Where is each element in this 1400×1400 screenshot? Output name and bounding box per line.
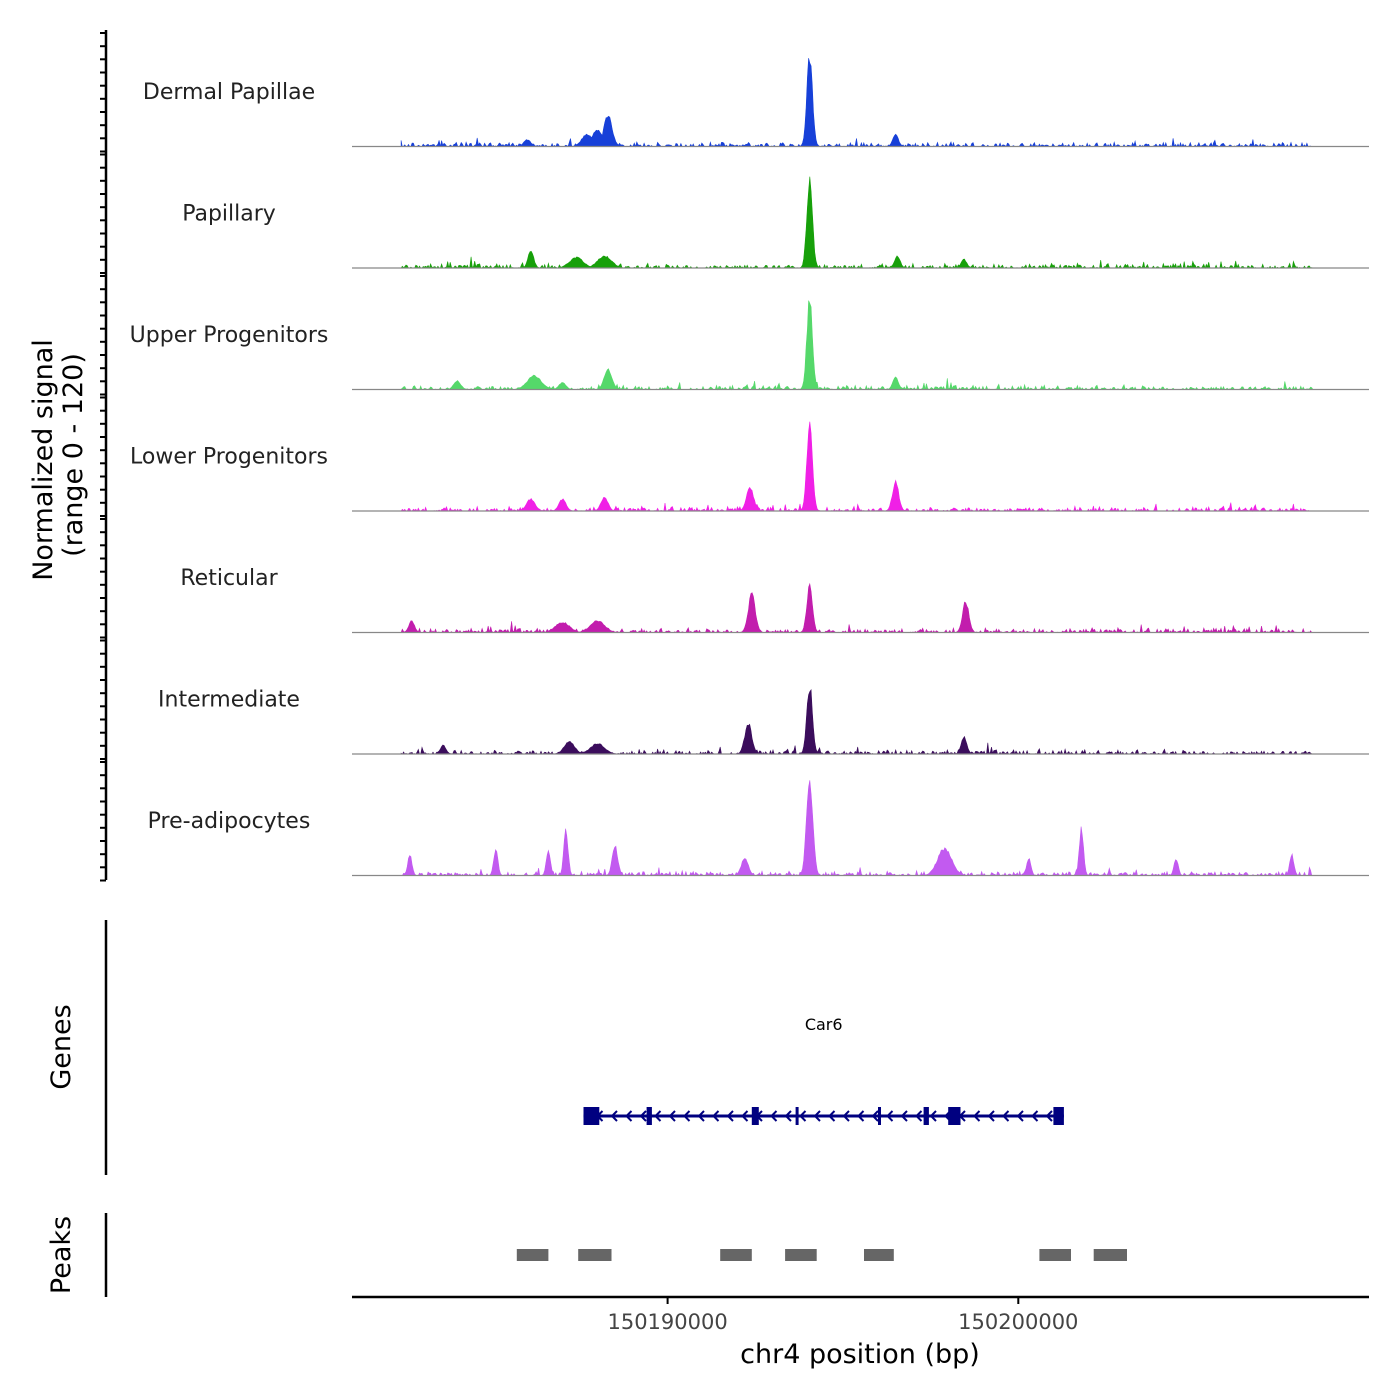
peak-region (785, 1249, 817, 1261)
track-label: Intermediate (158, 688, 300, 713)
y-axis-title-line1: Normalized signal (28, 339, 59, 581)
strand-arrow (886, 1110, 894, 1122)
x-tick-label: 150190000 (607, 1310, 727, 1334)
strand-arrow (726, 1110, 734, 1122)
signal-tracks: Dermal Papillae Papillary Upper Progenitor… (130, 58, 1369, 877)
exon (923, 1107, 929, 1125)
signal-area (400, 176, 1314, 269)
strand-arrow (1002, 1110, 1010, 1122)
strand-arrow (973, 1110, 981, 1122)
strand-arrow (857, 1110, 865, 1122)
exon (646, 1107, 652, 1125)
track-label: Lower Progenitors (130, 445, 328, 470)
strand-arrow (654, 1110, 662, 1122)
signal-area (400, 421, 1313, 512)
signal-track: Lower Progenitors (130, 421, 1369, 512)
track-label: Reticular (180, 566, 278, 591)
strand-arrow (741, 1110, 749, 1122)
strand-arrow (712, 1110, 720, 1122)
exon (948, 1107, 961, 1125)
signal-area (400, 300, 1314, 391)
signal-track: Pre-adipocytes (148, 780, 1369, 877)
signal-y-ticks (100, 32, 106, 882)
y-axis-title-line2: (range 0 - 120) (58, 353, 89, 557)
strand-arrow (813, 1110, 821, 1122)
strand-arrow (842, 1110, 850, 1122)
strand-arrow (1031, 1110, 1039, 1122)
peak-region (1093, 1249, 1127, 1261)
strand-arrow (668, 1110, 676, 1122)
peak-region (720, 1249, 752, 1261)
signal-area (401, 780, 1313, 877)
strand-arrow (871, 1110, 879, 1122)
peak-region (1039, 1249, 1071, 1261)
strand-arrow (770, 1110, 778, 1122)
signal-area (400, 58, 1313, 148)
strand-arrow (799, 1110, 807, 1122)
peak-region (864, 1249, 894, 1261)
gene-label: Car6 (805, 1015, 843, 1034)
gene-models: Car6 (583, 1015, 1064, 1125)
strand-arrow (639, 1110, 647, 1122)
signal-area (400, 689, 1313, 755)
exon (1053, 1107, 1064, 1125)
strand-arrow (828, 1110, 836, 1122)
signal-area (400, 582, 1313, 634)
x-ticks: 150190000 150200000 (607, 1297, 1078, 1334)
strand-arrow (900, 1110, 908, 1122)
x-tick-label: 150200000 (958, 1310, 1078, 1334)
signal-track: Papillary (182, 176, 1369, 269)
gene-model: Car6 (583, 1015, 1064, 1125)
signal-track: Upper Progenitors (130, 300, 1369, 391)
genes-track-title: Genes (46, 1004, 77, 1089)
strand-arrow (929, 1110, 937, 1122)
exon (795, 1107, 799, 1125)
exon (878, 1107, 881, 1125)
exon (583, 1107, 600, 1125)
track-label: Upper Progenitors (130, 323, 329, 348)
track-label: Papillary (182, 202, 276, 227)
strand-arrow (915, 1110, 923, 1122)
strand-arrow (1016, 1110, 1024, 1122)
peak-region (516, 1249, 549, 1261)
strand-arrow (625, 1110, 633, 1122)
strand-arrow (1045, 1110, 1053, 1122)
signal-track: Intermediate (158, 688, 1369, 755)
strand-arrow (987, 1110, 995, 1122)
x-axis-title: chr4 position (bp) (740, 1339, 980, 1370)
strand-arrow (610, 1110, 618, 1122)
signal-track: Dermal Papillae (143, 58, 1369, 148)
signal-track: Reticular (180, 566, 1369, 634)
track-label: Pre-adipocytes (148, 809, 311, 834)
peaks-track-title: Peaks (46, 1216, 77, 1294)
exon (751, 1107, 759, 1125)
strand-arrow (697, 1110, 705, 1122)
strand-arrow (683, 1110, 691, 1122)
strand-arrow (784, 1110, 792, 1122)
peak-region (578, 1249, 612, 1261)
peak-regions (516, 1249, 1127, 1261)
track-label: Dermal Papillae (143, 80, 315, 105)
